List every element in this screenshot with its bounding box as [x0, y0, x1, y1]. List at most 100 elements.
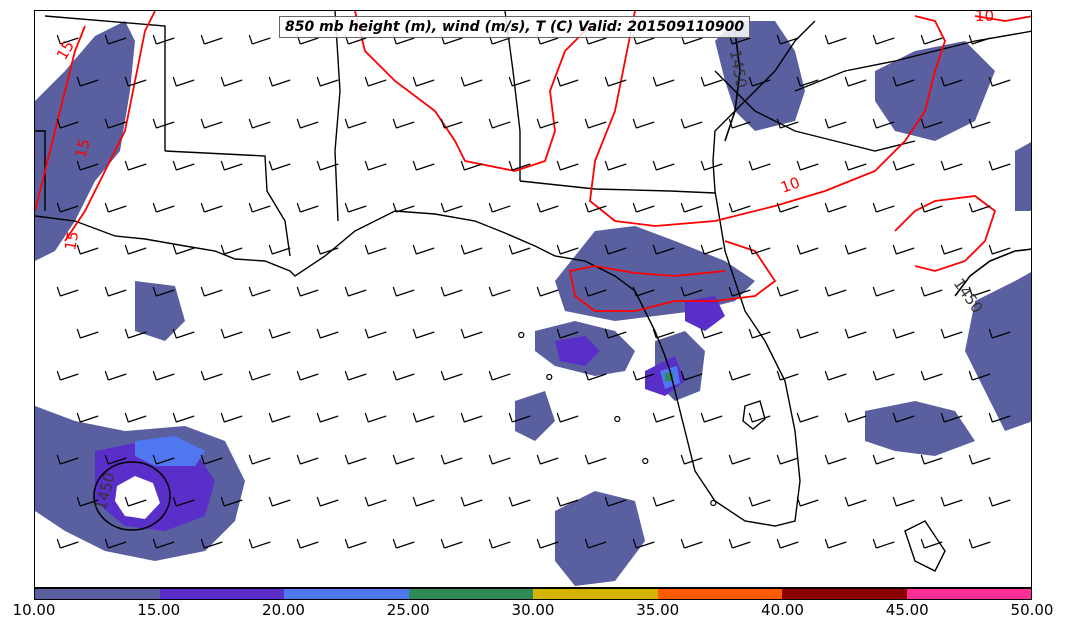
temp-label: 10 — [778, 173, 802, 196]
shade-region — [555, 491, 645, 586]
wind-barb — [220, 160, 243, 171]
wind-barb — [796, 76, 819, 87]
wind-barb — [776, 538, 799, 549]
wind-barb — [968, 286, 991, 297]
wind-barb — [268, 160, 291, 171]
wind-barb — [392, 118, 415, 129]
wind-barb — [152, 202, 175, 213]
calm-wind-marker — [642, 457, 649, 465]
wind-barb — [508, 160, 531, 171]
wind-barb — [844, 412, 867, 423]
wind-barb — [872, 34, 895, 45]
wind-barb — [872, 538, 895, 549]
colorbar-tick-label: 30.00 — [511, 601, 555, 619]
wind-barb — [508, 412, 531, 423]
wind-barb — [220, 412, 243, 423]
map-frame: 15 15 15 10 10 1450 1450 1450 850 mb hei… — [34, 10, 1032, 588]
wind-barb — [152, 34, 175, 45]
colorbar-tick-label: 10.00 — [12, 601, 56, 619]
wind-barb — [700, 76, 723, 87]
shade-region — [555, 336, 600, 366]
wind-barb — [152, 286, 175, 297]
wind-barb — [920, 454, 943, 465]
wind-barb — [776, 370, 799, 381]
wind-barb — [508, 496, 531, 507]
wind-barb — [364, 496, 387, 507]
wind-barb — [584, 454, 607, 465]
colorbar-tick-label: 25.00 — [386, 601, 430, 619]
wind-barb — [988, 328, 1011, 339]
wind-barb — [844, 328, 867, 339]
wind-barb — [892, 160, 915, 171]
coastline-gulf — [35, 20, 816, 527]
wind-barb — [824, 370, 847, 381]
temp-contour — [894, 195, 997, 272]
wind-barb — [604, 496, 627, 507]
colorbar-tick-label: 20.00 — [262, 601, 305, 619]
wind-barb — [700, 244, 723, 255]
temp-label: 15 — [71, 137, 93, 160]
wind-barb — [680, 202, 703, 213]
wind-barb — [440, 202, 463, 213]
wind-barb — [200, 34, 223, 45]
wind-barb — [440, 118, 463, 129]
height-contour — [724, 30, 741, 142]
wind-barb — [124, 244, 147, 255]
colorbar-segment — [657, 589, 782, 599]
wind-barb — [344, 286, 367, 297]
shade-region — [685, 296, 725, 331]
temp-contour — [64, 11, 156, 242]
wind-barb — [728, 286, 751, 297]
wind-barb — [556, 496, 579, 507]
colorbar-tick-label: 45.00 — [885, 601, 929, 619]
wind-barb — [604, 160, 627, 171]
wind-barb — [172, 412, 195, 423]
colorbar-tick-label: 15.00 — [137, 601, 181, 619]
wind-barb — [940, 160, 963, 171]
wind-barb — [824, 118, 847, 129]
wind-barb — [652, 328, 675, 339]
wind-barb — [440, 454, 463, 465]
wind-barb — [824, 538, 847, 549]
wind-barb — [536, 454, 559, 465]
wind-barb — [248, 454, 271, 465]
temp-label: 15 — [53, 37, 78, 63]
colorbar-segment — [159, 589, 284, 599]
wind-barb — [104, 286, 127, 297]
shade-region — [115, 476, 160, 519]
wind-barb — [700, 160, 723, 171]
wind-barb — [824, 202, 847, 213]
colorbar-segment — [408, 589, 533, 599]
wind-barb — [344, 454, 367, 465]
shade-region — [965, 272, 1031, 431]
wind-barb — [412, 160, 435, 171]
wind-barb — [104, 118, 127, 129]
shade-region — [35, 21, 135, 261]
land-borders — [35, 11, 1031, 572]
wind-barb — [556, 328, 579, 339]
shade-region — [515, 391, 555, 441]
wind-barb — [440, 286, 463, 297]
temp-contour — [35, 25, 86, 212]
wind-barb — [680, 370, 703, 381]
wind-barb — [104, 202, 127, 213]
wind-barb — [632, 538, 655, 549]
wind-barb — [632, 370, 655, 381]
wind-speed-shading — [35, 21, 1031, 586]
wind-barb — [200, 202, 223, 213]
colorbar-tick-label: 35.00 — [636, 601, 680, 619]
wind-barb — [920, 34, 943, 45]
wind-barb — [200, 286, 223, 297]
wind-barb — [364, 76, 387, 87]
wind-barb — [968, 118, 991, 129]
wind-barb — [200, 370, 223, 381]
colorbar-segment — [533, 589, 658, 599]
wind-barb — [796, 244, 819, 255]
wind-barb — [412, 76, 435, 87]
wind-barb — [220, 496, 243, 507]
wind-barb — [968, 370, 991, 381]
wind-barb — [460, 160, 483, 171]
wind-barb — [56, 454, 79, 465]
wind-barb — [968, 454, 991, 465]
colorbar-segment — [906, 589, 1031, 599]
